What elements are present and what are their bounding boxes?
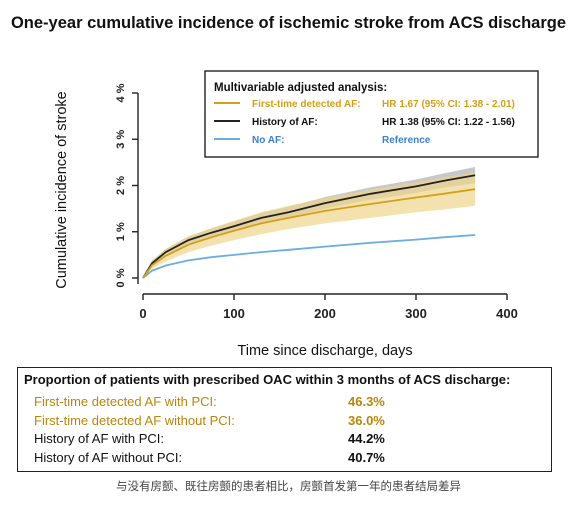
oac-row-value: 40.7%	[348, 449, 385, 465]
legend-entry-stat: Reference	[382, 135, 431, 146]
first-time-af-ci-band	[143, 172, 476, 278]
history-af-line	[142, 174, 476, 279]
x-tick-label: 100	[223, 306, 245, 321]
oac-row-label: History of AF without PCI:	[34, 449, 183, 465]
y-tick-label: 2 %	[115, 176, 127, 195]
y-tick-label: 1 %	[115, 222, 127, 241]
y-axis-label: Cumulative incidence of stroke	[54, 91, 70, 288]
oac-row-label: History of AF with PCI:	[34, 431, 165, 446]
stroke-incidence-chart: 0 % 1 % 2 % 3 % 4 % 0 100 200 300 400 Time since d…	[54, 70, 539, 359]
y-tick-label: 3 %	[115, 130, 127, 149]
x-axis-label: Time since discharge, days	[237, 343, 412, 359]
legend-entry-label: First-time detected AF:	[252, 99, 361, 110]
first-time-af-line	[142, 188, 476, 279]
legend-entry-stat: HR 1.67 (95% CI: 1.38 - 2.01)	[382, 99, 515, 110]
oac-row-value: 44.2%	[348, 431, 385, 446]
legend-entry-label: History of AF:	[252, 117, 318, 128]
legend-title: Multivariable adjusted analysis:	[214, 82, 387, 94]
x-tick-label: 200	[314, 306, 336, 321]
y-tick-label: 0 %	[115, 268, 127, 287]
x-tick-label: 400	[496, 306, 518, 321]
x-tick-label: 300	[405, 306, 427, 321]
legend-entry-label: No AF:	[252, 135, 284, 146]
oac-row-label: First-time detected AF with PCI:	[34, 394, 217, 409]
oac-proportion-box: Proportion of patients with prescribed O…	[17, 367, 552, 472]
oac-row-value: 36.0%	[348, 412, 385, 428]
no-af-line	[142, 234, 476, 279]
chart-title: One-year cumulative incidence of ischemi…	[10, 14, 567, 32]
y-tick-label: 4 %	[115, 83, 127, 102]
legend: Multivariable adjusted analysis: First-ti…	[204, 70, 539, 158]
legend-entry-stat: HR 1.38 (95% CI: 1.22 - 1.56)	[382, 117, 515, 128]
oac-row-label: First-time detected AF without PCI:	[34, 412, 235, 428]
legend-box	[204, 70, 539, 158]
x-tick-label: 0	[139, 306, 146, 321]
figure-caption: 与没有房颤、既往房颤的患者相比，房颤首发第一年的患者结局差异	[116, 479, 461, 493]
oac-box-title: Proportion of patients with prescribed O…	[24, 372, 511, 387]
oac-row-value: 46.3%	[348, 394, 385, 409]
